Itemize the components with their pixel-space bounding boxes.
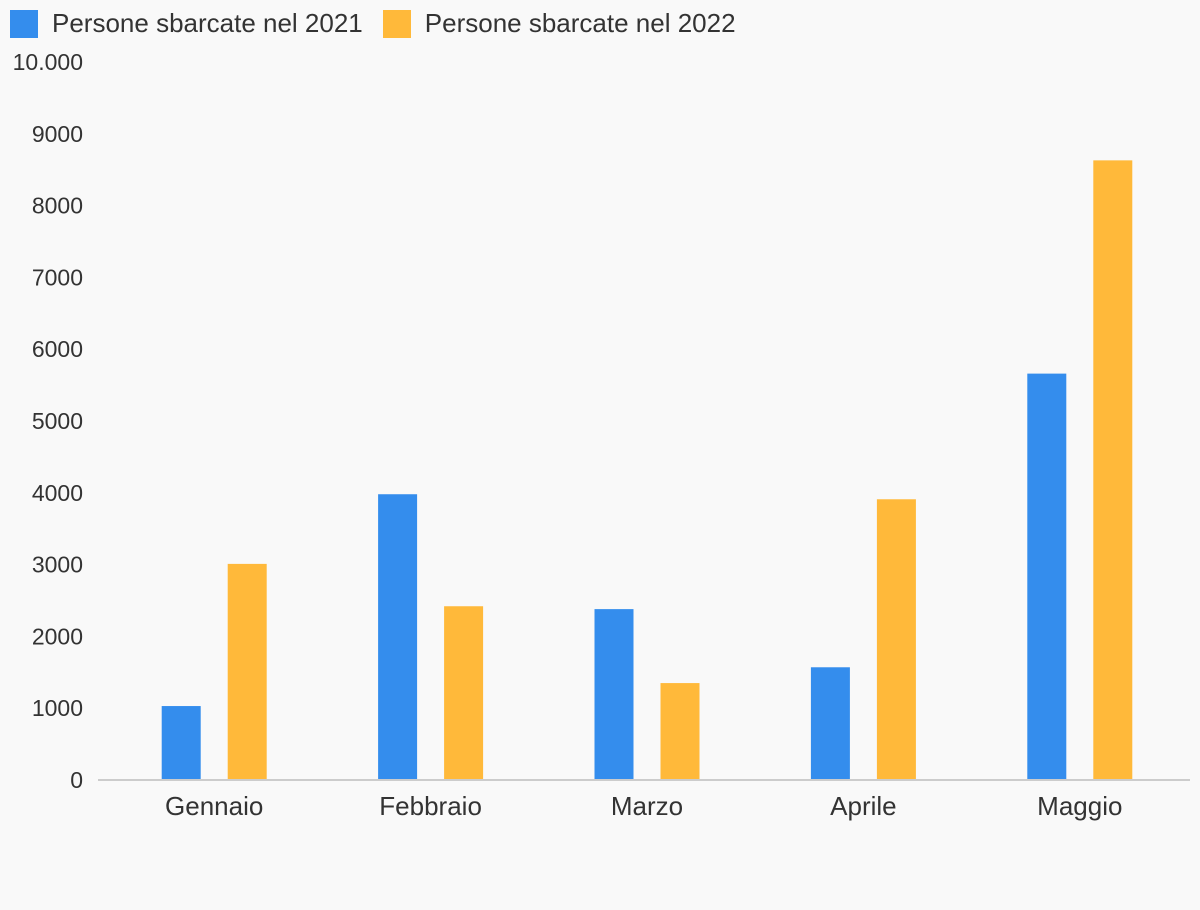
bar-2021-aprile[interactable] (810, 667, 850, 780)
chart-legend: Persone sbarcate nel 2021 Persone sbarca… (10, 8, 756, 39)
y-axis-ticks: 0 1000 2000 3000 4000 5000 6000 7000 8000 9000 10.… (13, 49, 83, 793)
y-tick-label: 3000 (32, 552, 83, 578)
bar-2021-maggio[interactable] (1027, 373, 1067, 780)
bar-2022-gennaio[interactable] (227, 563, 267, 780)
bar-2022-febbraio[interactable] (444, 606, 484, 780)
legend-label-2022: Persone sbarcate nel 2022 (424, 8, 736, 38)
bar-2022-aprile[interactable] (876, 499, 916, 780)
y-tick-label: 6000 (32, 336, 83, 362)
legend-label-2021: Persone sbarcate nel 2021 (52, 8, 363, 38)
y-tick-label: 4000 (32, 480, 83, 506)
x-tick-label-maggio: Maggio (1037, 791, 1122, 821)
bar-2021-marzo[interactable] (594, 609, 634, 780)
legend-item-2022[interactable]: Persone sbarcate nel 2022 (382, 8, 736, 39)
bar-2022-maggio[interactable] (1093, 160, 1133, 781)
legend-swatch-2021 (10, 9, 38, 38)
bars (161, 160, 1133, 781)
y-tick-label: 0 (70, 767, 83, 793)
bar-2021-febbraio[interactable] (378, 494, 418, 780)
x-tick-label-gennaio: Gennaio (165, 791, 263, 821)
x-tick-label-marzo: Marzo (611, 791, 683, 821)
y-tick-label: 7000 (32, 264, 83, 290)
y-tick-label: 2000 (32, 623, 83, 649)
x-tick-label-febbraio: Febbraio (379, 791, 482, 821)
y-tick-label: 10.000 (13, 49, 83, 75)
y-tick-label: 9000 (32, 121, 83, 147)
y-tick-label: 1000 (32, 695, 83, 721)
legend-swatch-2022 (382, 9, 411, 38)
y-tick-label: 8000 (32, 193, 83, 219)
x-axis-labels: Gennaio Febbraio Marzo Aprile Maggio (165, 791, 1122, 821)
bar-2022-marzo[interactable] (660, 683, 700, 780)
y-tick-label: 5000 (32, 408, 83, 434)
bar-2021-gennaio[interactable] (161, 706, 201, 780)
x-tick-label-aprile: Aprile (830, 791, 896, 821)
legend-item-2021[interactable]: Persone sbarcate nel 2021 (10, 8, 363, 39)
